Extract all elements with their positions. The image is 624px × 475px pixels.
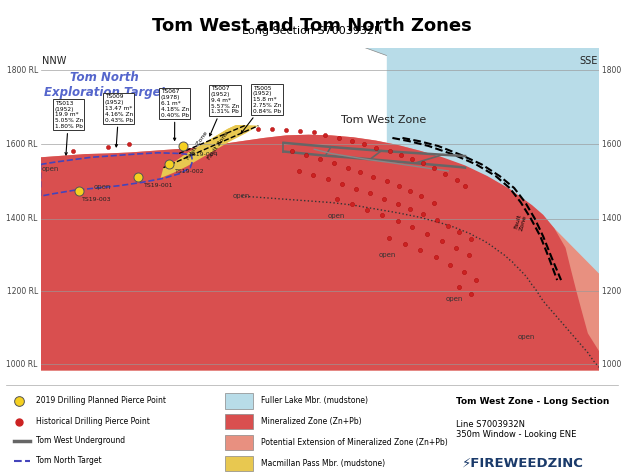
- Text: 1400 RL: 1400 RL: [602, 214, 624, 223]
- Text: open: open: [94, 184, 110, 190]
- Text: ⚡FIREWEEDZINC: ⚡FIREWEEDZINC: [462, 457, 583, 470]
- Text: TS013
(1952)
19.9 m*
5.05% Zn
1.80% Pb: TS013 (1952) 19.9 m* 5.05% Zn 1.80% Pb: [54, 101, 83, 155]
- Polygon shape: [160, 125, 258, 178]
- Text: TS19-003: TS19-003: [82, 197, 112, 202]
- Text: SSE: SSE: [580, 56, 598, 66]
- Polygon shape: [41, 135, 599, 370]
- Text: Tom West and Tom North Zones: Tom West and Tom North Zones: [152, 17, 472, 35]
- Polygon shape: [387, 48, 599, 370]
- Text: 1200 RL: 1200 RL: [602, 287, 624, 296]
- Text: open: open: [233, 193, 250, 199]
- Text: Line S7003932N
350m Window - Looking ENE: Line S7003932N 350m Window - Looking ENE: [456, 420, 576, 439]
- Text: Tom West Underground: Tom West Underground: [36, 437, 125, 445]
- Text: Tom West Zone: Tom West Zone: [341, 115, 427, 125]
- Text: TS005
(1952)
15.8 m*
2.75% Zn
0.84% Pb: TS005 (1952) 15.8 m* 2.75% Zn 0.84% Pb: [241, 86, 281, 133]
- Text: Tom North
Exploration Target: Tom North Exploration Target: [44, 71, 166, 99]
- Text: open: open: [328, 213, 345, 219]
- Text: Mineralized Zone (Zn+Pb): Mineralized Zone (Zn+Pb): [261, 418, 361, 426]
- FancyBboxPatch shape: [225, 435, 253, 450]
- Text: Fault
Zone: Fault Zone: [514, 213, 528, 231]
- Text: TS19-002: TS19-002: [175, 169, 204, 174]
- Text: Macmillan Pass Mbr. (mudstone): Macmillan Pass Mbr. (mudstone): [261, 459, 385, 468]
- Text: Tom North Target: Tom North Target: [36, 456, 102, 465]
- Text: 2019 Drilling Planned Pierce Point: 2019 Drilling Planned Pierce Point: [36, 397, 166, 405]
- Text: 1200 RL: 1200 RL: [6, 287, 38, 296]
- Text: open: open: [518, 333, 535, 340]
- Text: Tom West Zone - Long Section: Tom West Zone - Long Section: [456, 397, 609, 406]
- Text: Long Section S7003932N: Long Section S7003932N: [242, 26, 382, 36]
- Text: Potential Extension of Mineralized Zone (Zn+Pb): Potential Extension of Mineralized Zone …: [261, 438, 447, 447]
- Text: Historical Drilling Pierce Point: Historical Drilling Pierce Point: [36, 418, 150, 426]
- Text: 1000 RL: 1000 RL: [6, 360, 38, 369]
- Text: TS19-001: TS19-001: [144, 183, 173, 188]
- Polygon shape: [177, 125, 246, 164]
- Text: 1600 RL: 1600 RL: [6, 140, 38, 149]
- Text: open: open: [378, 252, 396, 258]
- FancyBboxPatch shape: [225, 414, 253, 429]
- Text: Fault Zone: Fault Zone: [207, 131, 230, 161]
- Text: TS067
(1978)
6.1 m*
4.18% Zn
0.40% Pb: TS067 (1978) 6.1 m* 4.18% Zn 0.40% Pb: [160, 89, 189, 141]
- Text: 1600 RL: 1600 RL: [602, 140, 624, 149]
- Text: 1800 RL: 1800 RL: [6, 66, 38, 75]
- Text: TS007
(1952)
9.4 m*
5.57% Zn
1.31% Pb: TS007 (1952) 9.4 m* 5.57% Zn 1.31% Pb: [210, 86, 239, 136]
- Text: open: open: [445, 296, 462, 303]
- Text: open: open: [42, 166, 59, 171]
- Text: 1000 RL: 1000 RL: [602, 360, 624, 369]
- Text: TS009
(1952)
13.47 m*
4.16% Zn
0.43% Pb: TS009 (1952) 13.47 m* 4.16% Zn 0.43% Pb: [105, 95, 133, 147]
- Text: 1800 RL: 1800 RL: [602, 66, 624, 75]
- FancyBboxPatch shape: [225, 393, 253, 408]
- FancyBboxPatch shape: [225, 456, 253, 471]
- Text: Fault Zone: Fault Zone: [185, 131, 208, 161]
- Text: Fuller Lake Mbr. (mudstone): Fuller Lake Mbr. (mudstone): [261, 397, 368, 405]
- Polygon shape: [41, 135, 599, 370]
- Text: NNW: NNW: [42, 56, 66, 66]
- Polygon shape: [364, 48, 599, 67]
- Text: TS19-004: TS19-004: [188, 152, 218, 156]
- Text: 1400 RL: 1400 RL: [6, 214, 38, 223]
